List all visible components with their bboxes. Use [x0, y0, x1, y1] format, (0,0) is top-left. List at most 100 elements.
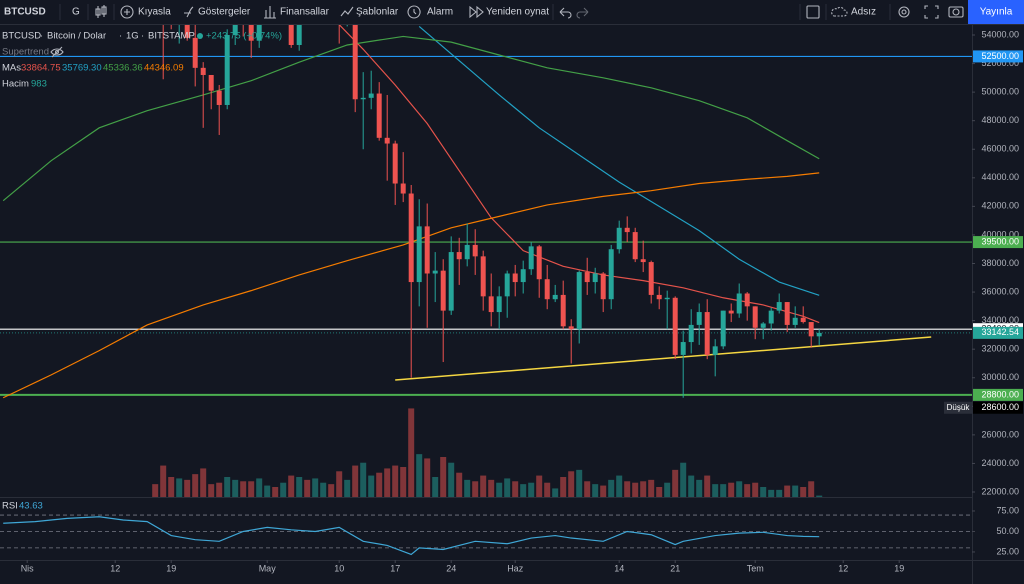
candle-body: [376, 93, 382, 138]
candle-body: [472, 244, 478, 257]
candle-body: [816, 332, 822, 337]
mas-label[interactable]: MAs: [2, 63, 21, 74]
candle-body: [432, 270, 438, 274]
volume-bar: [240, 481, 247, 497]
rsi-pane: [0, 514, 972, 556]
volume-bar: [760, 487, 767, 497]
volume-bar: [816, 495, 823, 497]
volume-bar: [480, 475, 487, 497]
volume-bar: [448, 462, 455, 497]
volume-bar: [464, 479, 471, 497]
candle-body: [256, 25, 262, 41]
volume-bar: [256, 478, 263, 497]
replay-icon: [469, 5, 484, 19]
candle-body: [416, 226, 422, 283]
volume-bar: [632, 482, 639, 497]
legend-dot: ·: [119, 31, 122, 42]
candle-body: [440, 270, 446, 311]
volume-bar: [560, 477, 567, 497]
volume-bar: [272, 487, 279, 497]
legend: BTCUSD · Bitcoin / Dolar · 1G · BITSTAMP…: [2, 31, 282, 512]
templates-icon: [340, 6, 354, 17]
volume-bar: [656, 487, 663, 497]
volume-bar: [600, 485, 607, 497]
candle-body: [656, 294, 662, 300]
financials-button[interactable]: Finansallar: [280, 7, 330, 18]
candle-body: [568, 326, 574, 330]
candle-body: [192, 37, 198, 68]
compare-button[interactable]: Kıyasla: [138, 7, 171, 18]
volume-bar: [728, 482, 735, 497]
rsi-tick-label: 75.00: [996, 505, 1019, 515]
layout-name[interactable]: Adsız: [851, 7, 876, 18]
volume-bar: [576, 469, 583, 497]
price-axis: [972, 25, 1024, 560]
publish-button[interactable]: [968, 0, 1024, 24]
volume-label[interactable]: Hacim: [2, 79, 29, 90]
replay-button[interactable]: Yeniden oynat: [486, 7, 549, 18]
settings-button[interactable]: [898, 6, 910, 18]
undo-button[interactable]: [559, 7, 572, 19]
volume-bar: [280, 482, 287, 497]
candle-body: [576, 272, 582, 330]
volume-bar: [208, 484, 215, 497]
indicators-button[interactable]: Göstergeler: [198, 7, 251, 18]
publish-label[interactable]: Yayınla: [980, 7, 1013, 18]
price-line-label: 28800.00: [981, 389, 1019, 399]
legend-dot: ·: [40, 31, 43, 42]
fullscreen-button[interactable]: [924, 5, 939, 19]
volume-bar: [624, 481, 631, 497]
last-price-label-bg: [973, 326, 1023, 339]
symbol-button[interactable]: BTCUSD: [4, 7, 46, 18]
interval-button[interactable]: G: [72, 7, 80, 18]
y-tick-label: 48000.00: [981, 115, 1019, 125]
moving-average: [338, 25, 820, 324]
y-tick-label: 40000.00: [981, 229, 1019, 239]
low-marker-text: Düşük: [947, 403, 971, 412]
chart-style-button[interactable]: [95, 5, 107, 18]
supertrend-label[interactable]: Supertrend: [2, 47, 49, 58]
candle-body: [608, 249, 614, 300]
volume-bar: [488, 479, 495, 497]
candle-body: [352, 25, 358, 100]
y-tick-label: 44000.00: [981, 172, 1019, 182]
templates-button[interactable]: Şablonlar: [356, 7, 399, 18]
volume-bar: [608, 479, 615, 497]
x-tick-label: May: [259, 563, 277, 573]
rsi-label[interactable]: RSI: [2, 501, 18, 512]
low-marker-bg: [973, 401, 1023, 414]
candle-body: [200, 67, 206, 75]
ma-legend-value: 45336.36: [103, 63, 143, 74]
y-tick-label: 38000.00: [981, 258, 1019, 268]
volume-bar: [368, 475, 375, 497]
redo-button[interactable]: [576, 7, 589, 19]
volume-bar: [592, 484, 599, 497]
candle-body: [792, 317, 798, 325]
candle-body: [232, 25, 238, 35]
y-tick-label: 52000.00: [981, 58, 1019, 68]
volume-bar: [192, 474, 199, 497]
volume-bar: [424, 458, 431, 497]
candle-body: [208, 74, 214, 91]
candle-body: [392, 143, 398, 184]
volume-bar: [768, 489, 775, 497]
volume-bar: [784, 485, 791, 497]
volume-bar: [752, 482, 759, 497]
volume-bar: [264, 485, 271, 497]
snapshot-button[interactable]: [948, 6, 964, 18]
candle-body: [752, 306, 758, 328]
volume-bar: [640, 481, 647, 497]
hidden-icon[interactable]: [50, 46, 64, 58]
candle-body: [720, 310, 726, 347]
candle-body: [728, 310, 734, 314]
candle-body: [496, 296, 502, 313]
layout-button[interactable]: [806, 5, 820, 19]
alarm-button[interactable]: Alarm: [427, 7, 453, 18]
candle-body: [624, 227, 630, 233]
candle-body: [224, 34, 230, 105]
x-tick-label: 12: [838, 563, 848, 573]
volume-bar: [336, 471, 343, 497]
x-tick-label: 10: [334, 563, 344, 573]
y-tick-label: 26000.00: [981, 429, 1019, 439]
y-tick-label: 22000.00: [981, 486, 1019, 496]
